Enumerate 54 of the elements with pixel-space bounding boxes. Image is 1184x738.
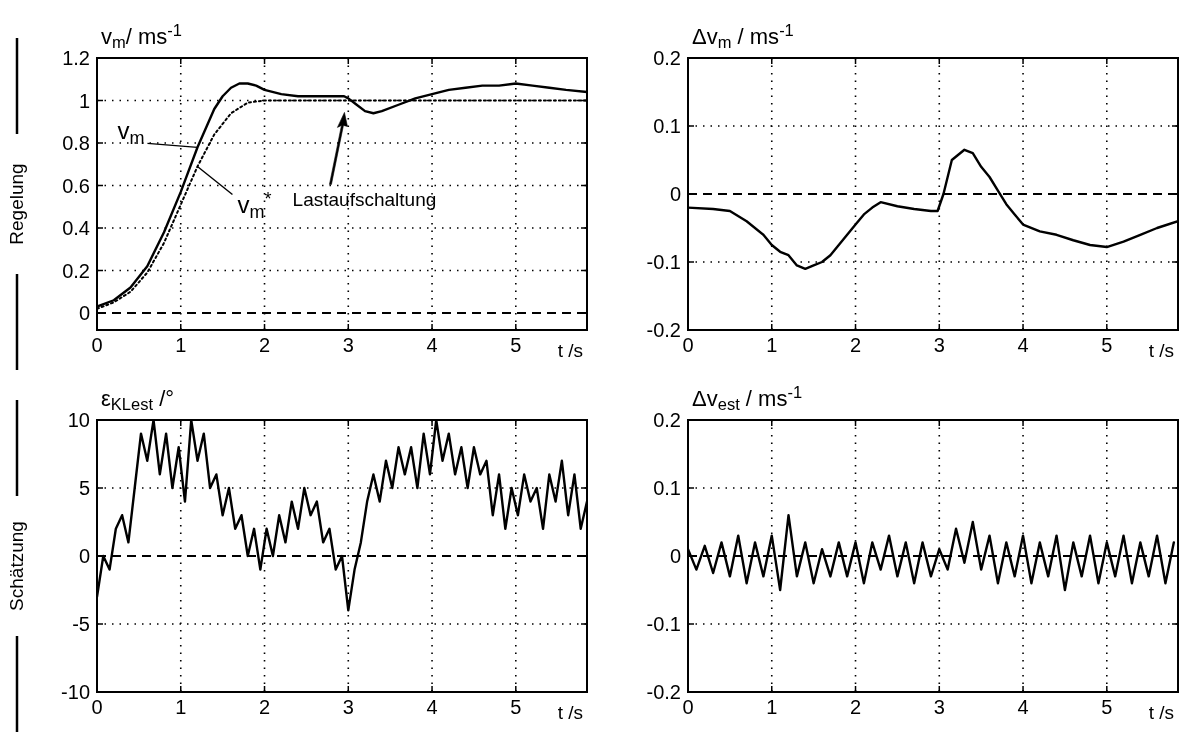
y-tick-label: 0.2 — [62, 259, 90, 282]
x-axis-title: t /s — [1148, 702, 1174, 723]
y-tick-label: 0 — [78, 302, 90, 324]
x-tick-label: 2 — [849, 334, 862, 356]
x-tick-label: 1 — [175, 696, 187, 718]
y-tick-label: 10 — [67, 409, 90, 431]
y-tick-label: -0.2 — [646, 319, 681, 341]
y-tick-label: 5 — [78, 477, 90, 499]
x-tick-label: 2 — [849, 696, 862, 718]
x-tick-label: 3 — [342, 334, 354, 356]
x-tick-label: 1 — [766, 334, 778, 356]
text: Schätzung — [6, 521, 27, 611]
y-axis-title: Δv$_{m}$ / ms$^{-1}$ — [692, 21, 794, 52]
x-tick-label: 4 — [426, 696, 438, 718]
x-tick-label: 2 — [258, 696, 271, 718]
y-tick-label: -0.2 — [646, 681, 681, 703]
annotation: Lastaufschaltung — [292, 189, 437, 211]
x-tick-label: 2 — [258, 334, 271, 356]
x-tick-label: 4 — [1017, 696, 1029, 718]
y-tick-label: -10 — [61, 681, 90, 703]
y-tick-label: 0.8 — [62, 132, 90, 154]
y-tick-label: 0.1 — [653, 115, 681, 137]
x-axis-title: t /s — [1148, 340, 1174, 361]
x-tick-label: 4 — [426, 334, 438, 356]
y-axis-title: v$_{m}$/ ms$^{-1}$ — [101, 21, 182, 52]
x-tick-label: 3 — [933, 334, 945, 356]
y-tick-label: 0 — [669, 545, 681, 567]
y-tick-label: 0.1 — [653, 477, 681, 499]
x-tick-label: 5 — [1101, 696, 1113, 718]
x-axis-title: t /s — [557, 340, 583, 361]
y-tick-label: 0.2 — [653, 409, 681, 431]
y-tick-label: 0 — [78, 545, 90, 567]
y-tick-label: 1.2 — [62, 47, 90, 69]
x-tick-label: 3 — [342, 696, 354, 718]
y-axis-title: ε$_{KLest}$ /° — [101, 386, 175, 414]
y-axis-title: Δv$_{est}$ / ms$^{-1}$ — [692, 383, 803, 414]
x-tick-label: 1 — [766, 696, 778, 718]
x-axis-title: t /s — [557, 702, 583, 723]
x-tick-label: 5 — [510, 696, 522, 718]
y-tick-label: 0 — [669, 183, 681, 205]
x-tick-label: 4 — [1017, 334, 1029, 356]
x-tick-label: 5 — [510, 334, 522, 356]
x-tick-label: 5 — [1101, 334, 1113, 356]
y-tick-label: 1 — [78, 89, 90, 112]
y-tick-label: 0.6 — [62, 174, 90, 197]
y-tick-label: -0.1 — [646, 613, 681, 635]
y-tick-label: -0.1 — [646, 251, 681, 273]
text: Regelung — [6, 163, 27, 245]
y-tick-label: -5 — [72, 613, 90, 635]
x-tick-label: 3 — [933, 696, 945, 718]
legend-label: v$_{m}$ — [117, 117, 145, 148]
y-tick-label: 0.2 — [653, 47, 681, 69]
x-tick-label: 1 — [175, 334, 187, 356]
y-tick-label: 0.4 — [62, 217, 90, 239]
